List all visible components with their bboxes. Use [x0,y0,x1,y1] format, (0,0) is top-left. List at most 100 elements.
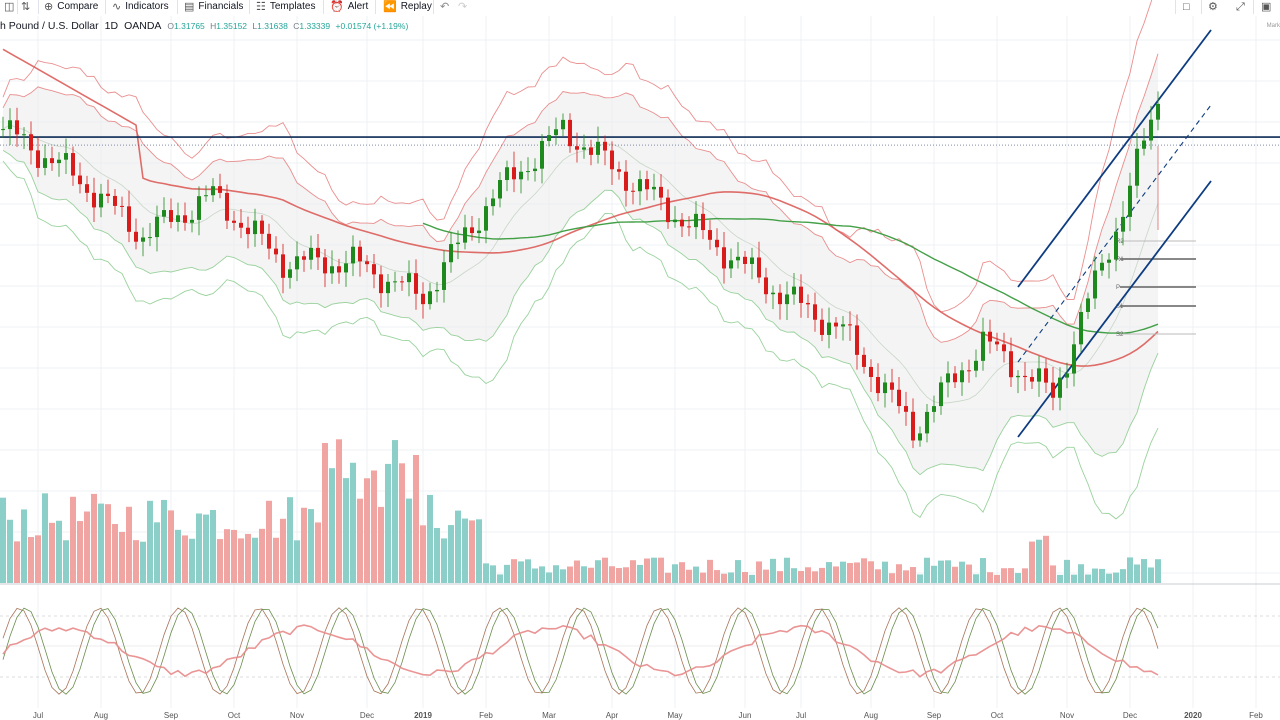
settings-button[interactable]: ⚙ [1208,0,1218,14]
fullscreen-button[interactable]: ⤢ [1236,0,1245,14]
candle-body [232,220,236,223]
candle-body [71,153,75,176]
candle-body [799,286,803,303]
candle-body [435,289,439,292]
volume-bar [630,560,636,583]
x-tick-label: Mar [542,711,556,720]
candle-body [666,197,670,223]
volume-bar [217,539,223,583]
x-tick-label: Oct [991,711,1004,720]
lower-band [2,150,1159,476]
window-icon: □ [1183,1,1190,13]
snapshot-button[interactable]: ▣ [1261,0,1271,14]
templates-button[interactable]: ☷ Templates [256,0,315,14]
volume-bar [707,559,713,583]
volume-bar [483,563,489,583]
stoch-rsi-panel [2,607,1159,695]
symbol-legend[interactable]: h Pound / U.S. Dollar 1D OANDA O1.31765 … [0,20,408,34]
volume-bar [525,559,531,583]
replay-button[interactable]: ⏪ Replay [383,0,432,14]
candle-body [120,205,124,207]
candle-body [57,159,61,164]
candle-body [652,186,656,190]
financials-button[interactable]: ▤ Financials [184,0,243,14]
volume-bar [896,564,902,583]
candle-body [792,286,796,295]
undo-button[interactable]: ↶ [440,0,449,14]
volume-bar [287,497,293,583]
outer-lower-band [2,160,1159,520]
candle-body [274,248,278,255]
settings-small-button[interactable]: ⇅ [21,0,30,14]
volume-bar [868,561,874,583]
symbol-exchange: OANDA [124,20,162,32]
indicators-button[interactable]: ∿ Indicators [112,0,169,14]
candle-body [1051,382,1055,398]
volume-bar [315,522,321,583]
volume-bar [392,440,398,583]
volume-bar [728,572,734,583]
volume-bar [595,560,601,583]
volume-bar [637,564,643,583]
volume-bar [238,538,244,583]
candle-body [946,373,950,383]
candle-body [421,293,425,305]
redo-icon: ↷ [458,1,468,13]
volume-bar [301,507,307,583]
candle-body [204,195,208,197]
ohlc-values: O1.31765 H1.35152 L1.31638 C1.33339 +0.0… [167,21,409,31]
candle-body [148,237,152,239]
candle-body [267,233,271,249]
x-tick-label: 2019 [414,711,432,720]
candle-body [1065,373,1069,378]
volume-bar [1050,565,1056,583]
candle-body [134,231,138,242]
volume-bar [420,525,426,583]
volume-bar [700,572,706,583]
volume-bar [910,567,916,583]
alert-button[interactable]: ⏰ Alert [330,0,368,14]
volume-bar [455,510,461,583]
volume-bar [126,506,132,583]
volume-bar [1029,541,1035,583]
candle-body [414,273,418,294]
volume-bar [658,557,664,583]
candle-body [708,230,712,240]
symbol-name: h Pound / U.S. Dollar [0,20,99,32]
volume-bar [686,569,692,583]
bar-style-button[interactable]: ◫ [4,0,14,14]
volume-bar [917,574,923,583]
volume-bar [399,463,405,583]
pivot-label: S2 [1116,332,1124,338]
candle-body [50,158,54,164]
candle-body [141,237,145,242]
candle-body [442,262,446,290]
candle-body [519,171,523,180]
volume-bar [588,567,594,583]
x-tick-label: Nov [1060,711,1074,720]
volume-bar [602,557,608,583]
candle-body [1,129,5,131]
candle-body [498,180,502,199]
candle-body [617,169,621,172]
candle-body [211,186,215,196]
candle-body [197,196,201,220]
candle-body [127,206,131,232]
candle-body [589,147,593,155]
volume-bar [1127,557,1133,583]
candle-body [785,294,789,305]
outer-upper-band [2,0,1153,313]
candle-body [288,269,292,278]
volume-bar [336,439,342,583]
volume-bar [833,566,839,583]
compare-button[interactable]: ⊕ Compare [44,0,98,14]
candle-body [260,220,264,234]
volume-bar [21,509,27,583]
top-toolbar: ◫ ⇅ ⊕ Compare ∿ Indicators ▤ Financials … [0,0,1280,14]
fullscreen-layout-button[interactable]: □ [1183,0,1190,14]
redo-button[interactable]: ↷ [458,0,467,14]
volume-bar [959,561,965,583]
volume-bar [1155,559,1161,583]
volume-bar [210,509,216,583]
